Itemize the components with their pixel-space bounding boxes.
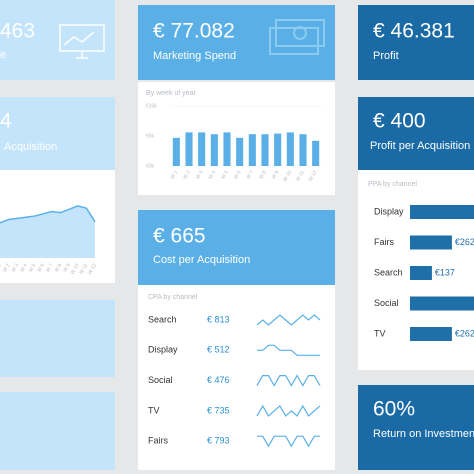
card (138, 5, 335, 80)
sparkline (257, 435, 320, 448)
x-tick-label: W 6 (233, 169, 243, 180)
x-tick-label: W 1 (170, 169, 180, 180)
card (0, 392, 115, 470)
x-tick-label: W 10 (70, 262, 81, 275)
kpi-label: Cost per Acquisition (153, 254, 250, 266)
x-tick-label: W 11 (78, 262, 89, 275)
bar (223, 132, 231, 166)
channel-label: Search (148, 314, 177, 324)
kpi-value: 60% (373, 398, 415, 421)
bar (410, 205, 474, 219)
channel-label: Social (374, 298, 399, 308)
value-label: €262 (455, 237, 474, 247)
kpi-label: Profit per Acquisition (370, 140, 470, 152)
bar (410, 327, 452, 341)
sparkline (256, 404, 321, 417)
chart-subtitle: By week of year (146, 90, 196, 97)
channel-label: Display (374, 206, 404, 216)
x-tick-label: W 7 (45, 262, 55, 273)
x-tick-label: W 9 (271, 169, 281, 180)
icon (269, 19, 325, 55)
channel-label: Fairs (374, 237, 394, 247)
y-tick-label: €0k (146, 163, 155, 169)
kpi-label: e (0, 49, 6, 61)
chart-subtitle: CPA by channel (148, 294, 198, 301)
kpi-value: € 665 (153, 225, 206, 248)
x-tick-label: W 4 (208, 169, 218, 180)
y-tick-label: €5k (146, 133, 155, 139)
y-tick-label: €10k (146, 103, 157, 109)
bar (185, 132, 193, 166)
cpa-value: € 512 (207, 345, 230, 355)
x-tick-label: W 6 (36, 262, 46, 273)
x-tick-label: W 5 (220, 169, 230, 180)
bar (312, 140, 320, 166)
card (358, 5, 474, 80)
x-tick-label: W 11 (295, 169, 306, 182)
cpa-value: € 735 (207, 405, 230, 415)
x-tick-label: W 2 (182, 169, 192, 180)
x-tick-label: W 12 (308, 169, 319, 182)
kpi-label: Acquisition (4, 141, 57, 153)
bar (286, 132, 294, 166)
kpi-value: 4 (0, 110, 12, 133)
channel-label: Social (148, 375, 173, 385)
channel-label: Display (148, 345, 178, 355)
bar (274, 133, 282, 166)
x-tick-label: W 8 (258, 169, 268, 180)
cpa-value: € 476 (207, 375, 230, 385)
cpa-value: € 793 (207, 436, 230, 446)
sparkline (256, 374, 321, 387)
area (0, 205, 95, 258)
line (0, 205, 96, 224)
bar (410, 296, 474, 311)
x-tick-label: W 7 (246, 169, 256, 180)
x-tick-label: W 10 (282, 169, 293, 182)
bar (236, 137, 244, 166)
card (0, 97, 115, 170)
bar (410, 235, 452, 250)
bar (299, 134, 307, 166)
card (358, 385, 474, 470)
kpi-value: € 46.381 (373, 20, 455, 43)
kpi-value: € 400 (373, 110, 426, 133)
cpa-value: € 813 (207, 314, 230, 324)
icon (59, 24, 105, 59)
kpi-label: Marketing Spend (153, 50, 236, 62)
card (358, 97, 474, 170)
bar (410, 266, 432, 280)
sparkline (256, 314, 321, 326)
sparkline (257, 344, 320, 356)
value-label: €262 (455, 328, 474, 338)
channel-label: TV (374, 328, 386, 338)
card (0, 300, 115, 377)
channel-label: TV (148, 405, 160, 415)
x-tick-label: W 8 (54, 262, 64, 273)
channel-label: Fairs (148, 436, 168, 446)
x-tick-label: W 4 (19, 262, 29, 273)
x-tick-label: W 9 (62, 262, 72, 273)
x-tick-label: W 1 (0, 262, 3, 273)
x-tick-label: W 3 (195, 169, 205, 180)
card (0, 0, 115, 80)
kpi-value: 463 (0, 20, 35, 43)
value-label: €137 (435, 267, 455, 277)
kpi-value: € 77.082 (153, 20, 235, 43)
card (138, 210, 335, 285)
bar (210, 134, 218, 166)
bar (261, 134, 269, 166)
kpi-label: Profit (373, 50, 399, 62)
x-tick-label: W 3 (11, 262, 21, 273)
x-tick-label: W 12 (87, 262, 98, 275)
bar (198, 132, 206, 166)
bar (248, 134, 256, 166)
x-tick-label: W 5 (28, 262, 38, 273)
chart-subtitle: PPA by channel (368, 181, 417, 188)
bar (172, 137, 180, 166)
kpi-label: Return on Investment (373, 428, 474, 440)
x-tick-label: W 2 (2, 262, 12, 273)
channel-label: Search (374, 267, 403, 277)
